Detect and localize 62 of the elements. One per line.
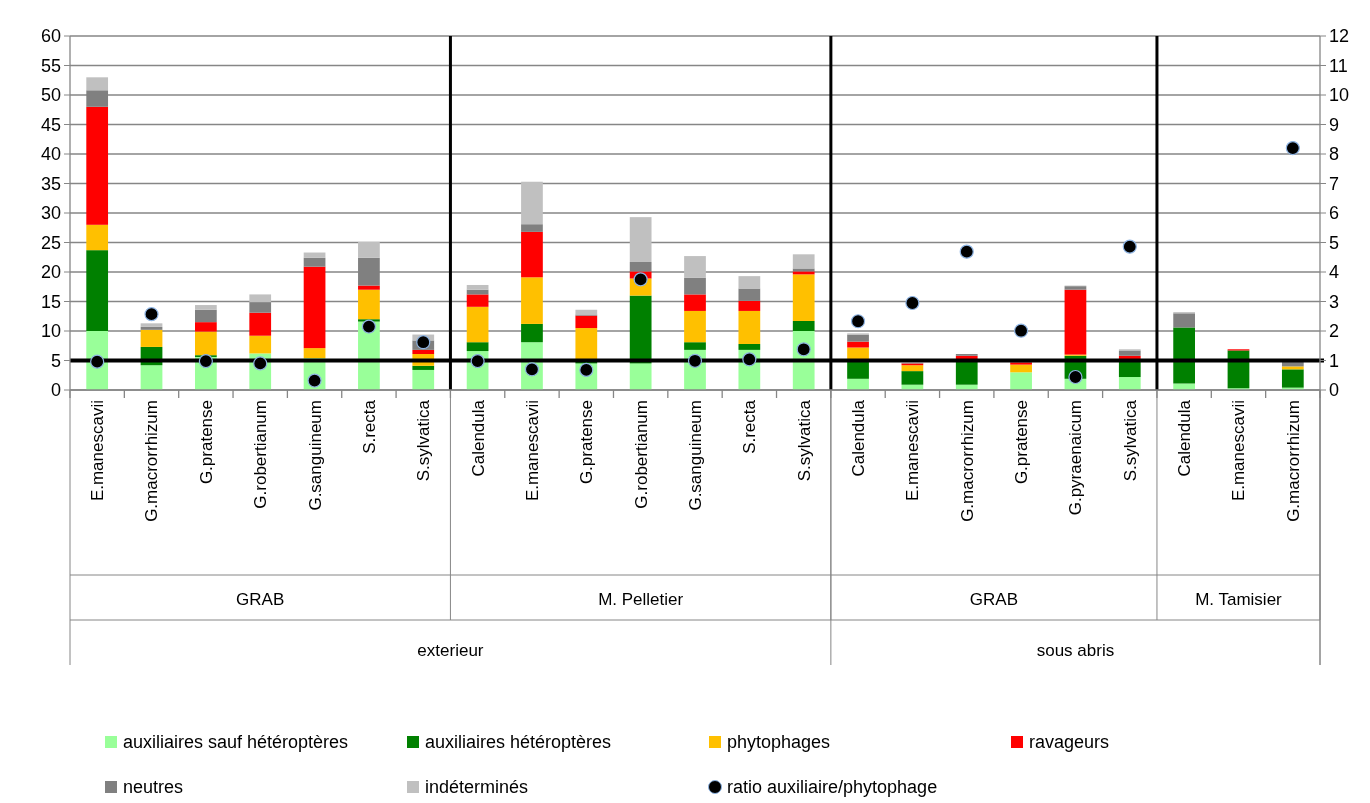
text: sous abris xyxy=(1036,641,1115,660)
x-tick-label: G.pratense xyxy=(196,400,216,485)
y-tick-label: 10 xyxy=(40,321,61,342)
y2-tick-label: 3 xyxy=(1329,291,1340,312)
y2-tick-label: 8 xyxy=(1329,144,1340,165)
x-tick-label: Calendula xyxy=(1175,399,1195,477)
y-tick-label: 5 xyxy=(50,350,61,371)
legend-label: auxiliaires hétéroptères xyxy=(425,732,612,753)
x-tick-label: G.sanguineum xyxy=(305,400,325,511)
x-tick-label: G.macrorrhizum xyxy=(142,400,162,522)
y2-tick-label: 1 xyxy=(1329,350,1340,371)
x-tick-label: Calendula xyxy=(848,399,868,477)
text: M. Pelletier xyxy=(598,590,684,609)
x-tick-label: S.sylvatica xyxy=(1120,399,1140,482)
x-tick-label: G.pratense xyxy=(577,400,597,485)
y-tick-label: 45 xyxy=(40,114,61,135)
legend-label: ratio auxiliaire/phytophage xyxy=(727,777,938,798)
y-tick-label: 60 xyxy=(40,26,61,47)
x-tick-label: S.recta xyxy=(359,399,379,454)
y2-tick-label: 6 xyxy=(1329,203,1340,224)
legend-label: neutres xyxy=(123,777,184,798)
x-tick-label: G.robertianum xyxy=(631,400,651,509)
y2-tick-label: 7 xyxy=(1329,173,1340,194)
legend-label: indéterminés xyxy=(425,777,529,798)
y-tick-label: 15 xyxy=(40,291,61,312)
x-tick-label: Calendula xyxy=(468,399,488,477)
x-tick-label: E.manescavii xyxy=(88,400,108,502)
x-tick-label: E.manescavii xyxy=(903,400,923,502)
text: GRAB xyxy=(969,590,1019,609)
y-tick-label: 55 xyxy=(40,55,61,76)
y-tick-label: 50 xyxy=(40,85,61,106)
legend-label: auxiliaires sauf hétéroptères xyxy=(123,732,349,753)
x-tick-label: E.manescavii xyxy=(522,400,542,502)
y-tick-label: 40 xyxy=(40,144,61,165)
x-tick-label: S.sylvatica xyxy=(414,399,434,482)
x-tick-label: G.macrorrhizum xyxy=(957,400,977,522)
legend-label: phytophages xyxy=(727,732,831,753)
y-tick-label: 35 xyxy=(40,173,61,194)
x-tick-label: S.sylvatica xyxy=(794,399,814,482)
legend-label: ravageurs xyxy=(1029,732,1110,753)
y2-tick-label: 9 xyxy=(1329,114,1340,135)
x-tick-label: G.macrorrhizum xyxy=(1283,400,1303,522)
x-tick-label: G.pratense xyxy=(1012,400,1032,485)
y2-tick-label: 4 xyxy=(1329,262,1340,283)
y2-tick-label: 11 xyxy=(1329,55,1348,76)
y-tick-label: 0 xyxy=(50,380,61,401)
y2-tick-label: 0 xyxy=(1329,380,1340,401)
y-tick-label: 30 xyxy=(40,203,61,224)
y2-tick-label: 2 xyxy=(1329,321,1340,342)
y-tick-label: 20 xyxy=(40,262,61,283)
text: M. Tamisier xyxy=(1195,590,1283,609)
x-tick-label: G.pyraenaicum xyxy=(1066,400,1086,516)
x-tick-label: E.manescavii xyxy=(1229,400,1249,502)
y2-tick-label: 5 xyxy=(1329,232,1340,253)
y2-tick-label: 12 xyxy=(1329,26,1350,47)
y-tick-label: 25 xyxy=(40,232,61,253)
text: exterieur xyxy=(417,641,484,660)
text: GRAB xyxy=(236,590,285,609)
x-tick-label: G.sanguineum xyxy=(685,400,705,511)
y2-tick-label: 10 xyxy=(1329,85,1350,106)
x-tick-label: S.recta xyxy=(740,399,760,454)
x-tick-label: G.robertianum xyxy=(251,400,271,509)
